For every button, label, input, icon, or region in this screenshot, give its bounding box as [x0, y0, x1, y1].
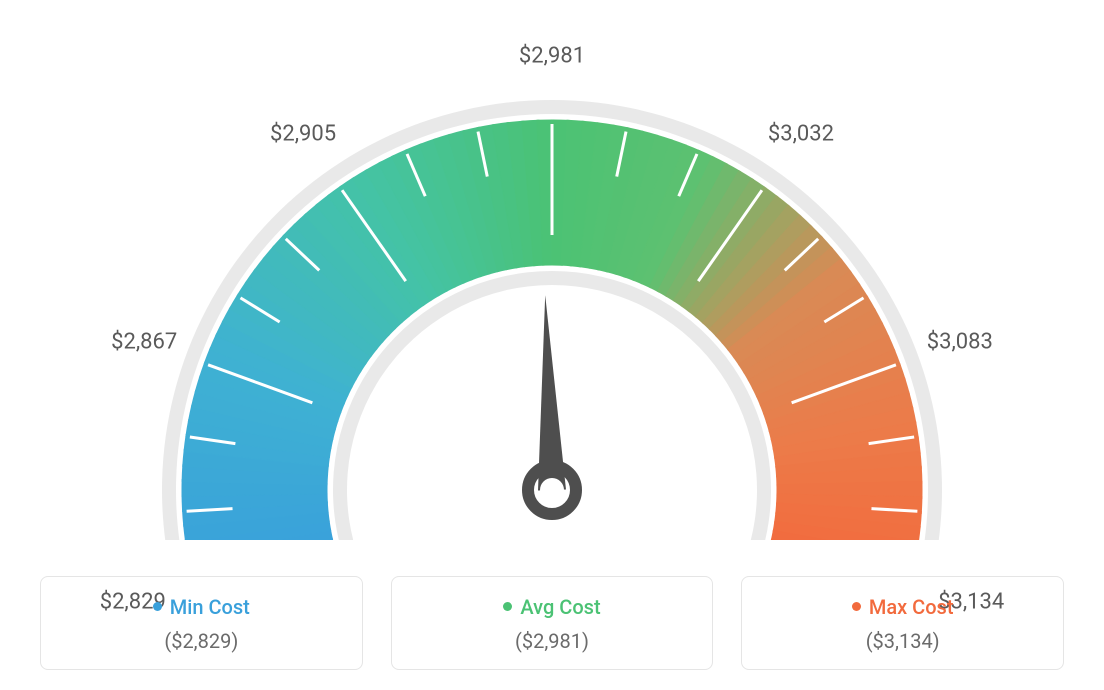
max-cost-title: Max Cost — [752, 595, 1053, 619]
gauge-svg — [0, 0, 1104, 540]
max-cost-value: ($3,134) — [752, 629, 1053, 653]
max-cost-title-text: Max Cost — [869, 595, 954, 619]
gauge-tick-label: $2,981 — [519, 44, 585, 69]
gauge-tick-label: $2,905 — [270, 122, 336, 147]
avg-cost-title: Avg Cost — [402, 595, 703, 619]
max-cost-card: Max Cost ($3,134) — [741, 576, 1064, 670]
avg-cost-card: Avg Cost ($2,981) — [391, 576, 714, 670]
min-cost-title-text: Min Cost — [170, 595, 250, 619]
summary-cards: Min Cost ($2,829) Avg Cost ($2,981) Max … — [40, 576, 1064, 670]
min-cost-value: ($2,829) — [51, 629, 352, 653]
min-cost-card: Min Cost ($2,829) — [40, 576, 363, 670]
gauge-tick-label: $2,867 — [111, 329, 177, 354]
gauge-tick-label: $3,083 — [927, 329, 993, 354]
avg-dot-icon — [503, 602, 512, 611]
gauge-tick-label: $3,032 — [768, 122, 834, 147]
avg-cost-title-text: Avg Cost — [520, 595, 600, 619]
min-dot-icon — [153, 602, 162, 611]
min-cost-title: Min Cost — [51, 595, 352, 619]
max-dot-icon — [852, 602, 861, 611]
gauge-chart-container: $2,829$2,867$2,905$2,981$3,032$3,083$3,1… — [0, 0, 1104, 690]
avg-cost-value: ($2,981) — [402, 629, 703, 653]
gauge-area: $2,829$2,867$2,905$2,981$3,032$3,083$3,1… — [0, 0, 1104, 540]
